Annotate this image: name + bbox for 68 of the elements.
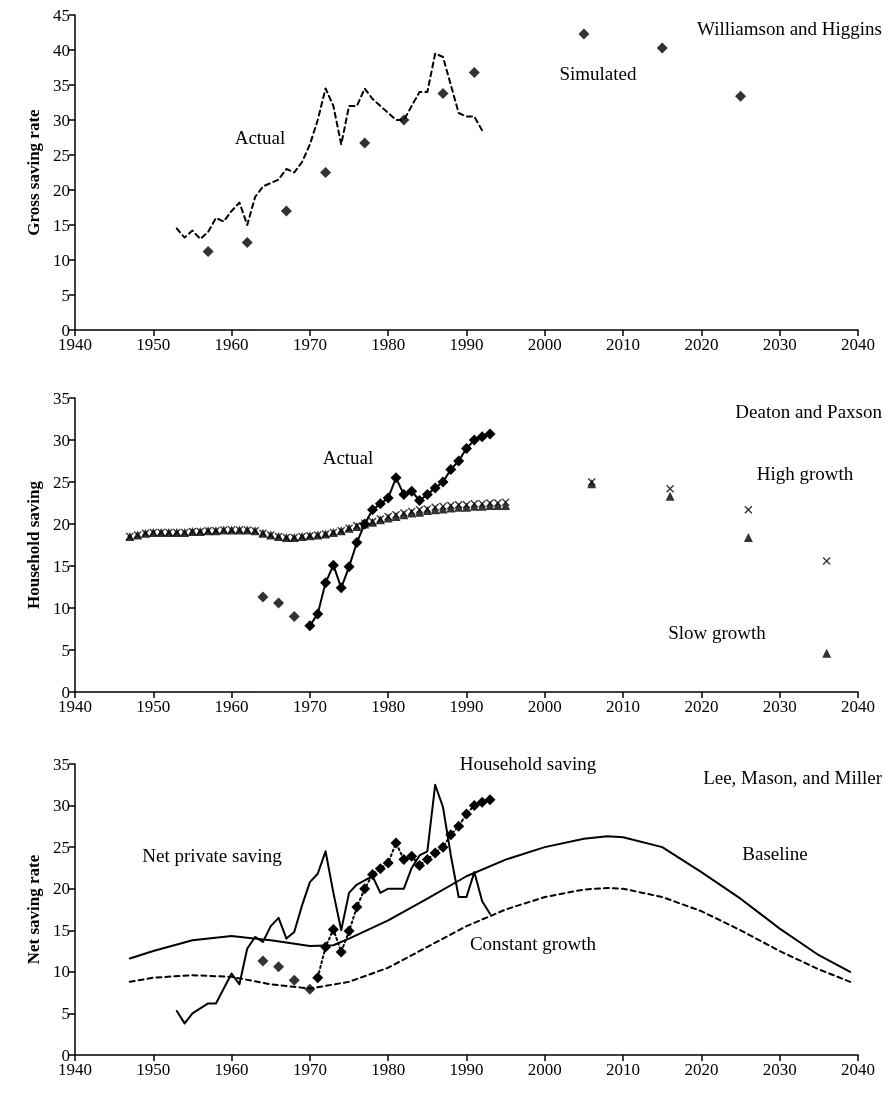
y-tick-label: 20 — [53, 180, 70, 200]
y-axis-title: Net saving rate — [24, 854, 44, 965]
x-tick-label: 1970 — [292, 335, 327, 354]
x-tick-label: 2040 — [841, 697, 875, 716]
y-tick-label: 20 — [53, 879, 70, 899]
x-tick-label: 1980 — [371, 335, 406, 354]
annotation: Constant growth — [469, 932, 597, 954]
x-tick-label: 1950 — [136, 697, 171, 716]
x-tick-label: 1960 — [214, 697, 249, 716]
x-tick-label: 1950 — [136, 1060, 171, 1079]
y-axis-title: Gross saving rate — [24, 108, 44, 236]
x-tick-label: 2040 — [841, 335, 875, 354]
annotation: Actual — [234, 126, 286, 148]
y-tick-label: 35 — [53, 75, 70, 95]
annotation: Deaton and Paxson — [735, 401, 883, 422]
x-tick-label: 2000 — [527, 1060, 562, 1079]
annotation: High growth — [756, 462, 854, 484]
annotation: Actual — [322, 446, 374, 468]
x-tick-label: 1980 — [371, 697, 406, 716]
x-tick-label: 1960 — [214, 1060, 249, 1079]
y-tick-label: 35 — [53, 754, 70, 774]
x-tick-label: 2000 — [527, 335, 562, 354]
x-tick-label: 2010 — [606, 1060, 641, 1079]
x-tick-label: 1960 — [214, 335, 249, 354]
annotation: Net private saving — [142, 844, 283, 866]
y-tick-label: 10 — [53, 250, 70, 270]
y-tick-label: 20 — [53, 514, 70, 534]
y-tick-label: 45 — [53, 5, 70, 25]
x-tick-label: 1970 — [292, 697, 327, 716]
y-tick-label: 30 — [53, 430, 70, 450]
y-tick-label: 5 — [61, 1003, 70, 1023]
x-tick-label: 1980 — [371, 1060, 406, 1079]
x-tick-label: 2010 — [606, 335, 641, 354]
x-tick-label: 2020 — [684, 335, 719, 354]
y-tick-label: 25 — [53, 472, 70, 492]
y-tick-label: 35 — [53, 388, 70, 408]
y-tick-label: 25 — [53, 837, 70, 857]
annotation: Household saving — [459, 752, 597, 774]
x-tick-label: 2030 — [762, 1060, 797, 1079]
annotation: Baseline — [742, 842, 808, 864]
annotation: Williamson and Higgins — [697, 18, 882, 39]
x-tick-label: 2020 — [684, 697, 719, 716]
y-tick-label: 5 — [61, 285, 70, 305]
x-tick-label: 1990 — [449, 697, 484, 716]
x-tick-label: 2040 — [841, 1060, 875, 1079]
y-axis-title: Household saving — [24, 480, 44, 610]
y-tick-label: 10 — [53, 962, 70, 982]
y-tick-label: 10 — [53, 598, 70, 618]
x-tick-label: 1990 — [449, 1060, 484, 1079]
annotation: Simulated — [559, 62, 638, 84]
x-tick-label: 2020 — [684, 1060, 719, 1079]
x-tick-label: 2010 — [606, 697, 641, 716]
x-tick-label: 2000 — [527, 697, 562, 716]
annotation: Lee, Mason, and Miller — [703, 767, 883, 788]
y-tick-label: 25 — [53, 145, 70, 165]
y-tick-label: 15 — [53, 556, 70, 576]
x-tick-label: 1990 — [449, 335, 484, 354]
x-tick-label: 1950 — [136, 335, 171, 354]
y-tick-label: 15 — [53, 920, 70, 940]
y-tick-label: 40 — [53, 40, 70, 60]
y-tick-label: 15 — [53, 215, 70, 235]
x-tick-label: 2030 — [762, 335, 797, 354]
annotation: Slow growth — [668, 621, 767, 643]
y-tick-label: 30 — [53, 796, 70, 816]
x-tick-label: 1970 — [292, 1060, 327, 1079]
y-tick-label: 30 — [53, 110, 70, 130]
y-tick-label: 5 — [61, 640, 70, 660]
x-tick-label: 2030 — [762, 697, 797, 716]
